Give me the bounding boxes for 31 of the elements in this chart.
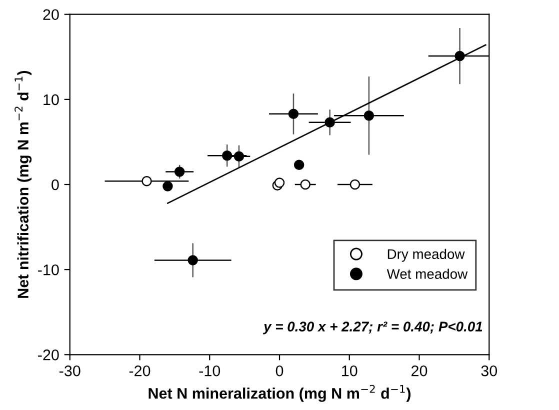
y-tick-label: -10 [38,264,59,276]
y-tick-label: 10 [44,94,59,106]
point [324,117,335,128]
point [188,255,198,266]
point [162,181,173,192]
y-tick-label: -20 [38,350,59,360]
point [454,50,465,62]
y-tick-label: 0 [52,179,59,190]
point [174,166,185,177]
point [222,150,232,161]
x-tick-label: -10 [199,365,220,376]
point [274,178,285,188]
x-tick-label: 30 [481,365,498,376]
y-tick-label: 20 [43,9,59,20]
x-tick-label: 0 [276,365,284,376]
point [294,160,304,170]
point [288,108,299,120]
y-axis-title: Net nitrification (mg N m$^{−2}$ d$^{−1}$) [14,70,32,298]
x-tick-label: 20 [412,365,428,376]
x-tick-label: -30 [60,365,80,376]
point [300,179,310,190]
x-axis-title: Net N mineralization (mg N m$^{−2}$ d$^{−1}$) [148,384,411,402]
point [364,110,374,121]
annotation: y = 0.30 x + 2.27; r² = 0.40; P<0.01 [262,322,482,334]
point [350,179,360,190]
point [142,176,152,186]
legend-label: Wet meadow [386,268,468,279]
x-tick-label: -20 [129,365,150,376]
legend-label: Dry meadow [388,248,465,262]
x-tick-label: 10 [342,365,358,376]
point [234,151,244,162]
